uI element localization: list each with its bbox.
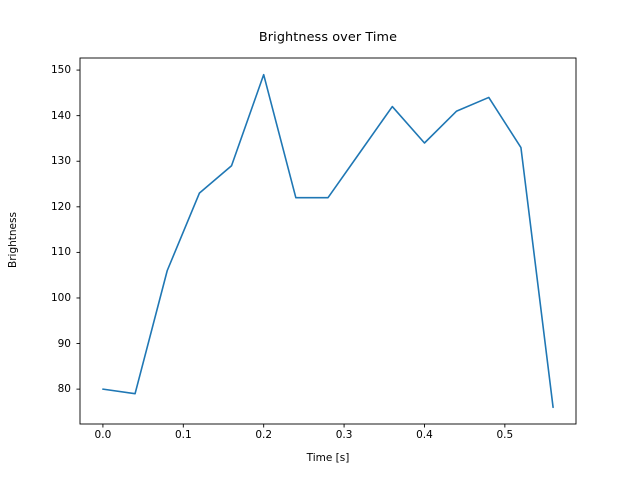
x-tick-label: 0.0 [94,429,112,441]
data-series-line [102,73,554,409]
y-tick-label: 150 [50,64,71,77]
x-tick-label: 0.1 [174,429,192,441]
y-tick-label: 130 [50,155,71,168]
x-tick-label: 0.3 [335,429,353,441]
chart-title: Brightness over Time [258,30,398,45]
y-tick-label: 90 [57,337,71,350]
x-axis-label: Time [s] [306,452,350,464]
y-tick-label: 110 [50,246,71,259]
plot-background [80,58,576,424]
y-axis-label: Brightness [7,212,19,268]
x-tick-label: 0.2 [255,429,273,441]
y-tick-label: 140 [50,109,71,122]
y-axis-ticks [76,69,80,390]
plot-frame [79,57,577,425]
y-tick-label: 120 [50,200,71,213]
x-tick-label: 0.4 [416,429,433,441]
x-tick-label: 0.5 [496,429,514,441]
x-axis-ticks [102,424,506,428]
y-tick-label: 80 [57,383,71,396]
y-tick-label: 100 [50,291,71,304]
